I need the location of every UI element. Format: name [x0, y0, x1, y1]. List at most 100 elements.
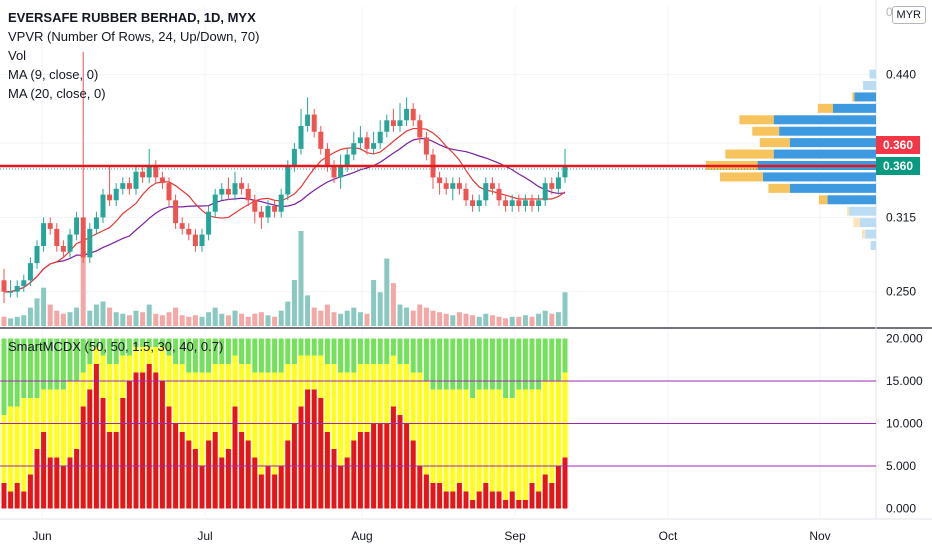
mcdx-red-bar	[14, 483, 20, 509]
mcdx-green-bar	[384, 338, 390, 364]
vpvr-down-row	[853, 218, 860, 228]
mcdx-green-bar	[258, 338, 264, 373]
mcdx-green-bar	[54, 338, 60, 390]
mcdx-green-bar	[166, 338, 172, 356]
volume-bar	[298, 231, 304, 326]
mcdx-green-bar	[509, 338, 515, 398]
mcdx-red-bar	[166, 406, 172, 509]
mcdx-yellow-bar	[522, 389, 528, 509]
candle-body	[173, 200, 179, 224]
candle-body	[67, 234, 73, 252]
currency-badge[interactable]: MYR	[891, 6, 926, 24]
mcdx-red-bar	[483, 483, 489, 509]
volume-bar	[232, 310, 238, 326]
mcdx-red-bar	[331, 449, 337, 509]
volume-bar	[8, 318, 14, 326]
volume-bar	[549, 313, 555, 326]
volume-bar	[463, 313, 469, 326]
volume-bar	[239, 313, 245, 326]
symbol-title[interactable]: EVERSAFE RUBBER BERHAD, 1D, MYX	[8, 10, 256, 25]
mcdx-red-bar	[318, 398, 324, 509]
mcdx-yellow-bar	[21, 398, 27, 509]
volume-bar	[397, 304, 403, 326]
mcdx-red-bar	[21, 491, 27, 509]
mcdx-yellow-bar	[529, 389, 535, 509]
candle-body	[21, 280, 27, 286]
mcdx-green-bar	[173, 338, 179, 364]
mcdx-red-bar	[278, 466, 284, 509]
candle-body	[199, 234, 205, 246]
volume-bar	[536, 313, 542, 326]
mcdx-green-bar	[417, 338, 423, 373]
mcdx-yellow-bar	[338, 372, 344, 509]
mcdx-green-bar	[239, 338, 245, 364]
candle-body	[192, 234, 198, 246]
candle-body	[496, 188, 502, 201]
mcdx-red-bar	[153, 372, 159, 509]
mcdx-green-bar	[47, 338, 53, 390]
mcdx-tick-label: 15.000	[886, 374, 923, 388]
volume-bar	[555, 312, 561, 326]
mcdx-green-bar	[522, 338, 528, 390]
volume-bar	[126, 315, 132, 326]
candle-body	[54, 228, 60, 246]
mcdx-green-bar	[476, 338, 482, 390]
volume-bar	[318, 310, 324, 326]
candle-body	[555, 177, 561, 189]
ma20-line	[4, 137, 566, 293]
volume-bar	[107, 307, 113, 326]
mcdx-green-bar	[549, 338, 555, 381]
volume-bar	[496, 316, 502, 326]
candle-body	[404, 108, 410, 121]
candle-body	[371, 143, 377, 149]
mcdx-yellow-bar	[443, 389, 449, 509]
mcdx-green-bar	[542, 338, 548, 381]
volume-bar	[443, 313, 449, 326]
candle-body	[60, 246, 66, 252]
vpvr-up-row	[869, 69, 876, 79]
indicator-vpvr[interactable]: VPVR (Number Of Rows, 24, Up/Down, 70)	[8, 29, 260, 44]
volume-bar	[285, 301, 291, 326]
mcdx-green-bar	[278, 338, 284, 373]
mcdx-red-bar	[522, 500, 528, 509]
mcdx-green-bar	[371, 338, 377, 364]
mcdx-green-bar	[318, 338, 324, 356]
candle-body	[516, 200, 522, 206]
candle-body	[140, 171, 146, 178]
indicator-ma20[interactable]: MA (20, close, 0)	[8, 86, 106, 101]
candle-body	[107, 194, 113, 201]
mcdx-yellow-bar	[549, 381, 555, 509]
volume-bar	[522, 315, 528, 326]
mcdx-yellow-bar	[192, 372, 198, 509]
mcdx-green-bar	[192, 338, 198, 373]
mcdx-yellow-bar	[285, 364, 291, 509]
mcdx-red-bar	[397, 415, 403, 509]
volume-bar	[27, 307, 33, 326]
mcdx-tick-label: 10.000	[886, 417, 923, 431]
candle-body	[357, 137, 363, 144]
mcdx-yellow-bar	[60, 389, 66, 509]
mcdx-green-bar	[100, 338, 106, 356]
mcdx-yellow-bar	[430, 389, 436, 509]
volume-bar	[351, 307, 357, 326]
mcdx-red-bar	[100, 398, 106, 509]
indicator-ma9[interactable]: MA (9, close, 0)	[8, 67, 99, 82]
mcdx-green-bar	[107, 338, 113, 364]
indicator-vol[interactable]: Vol	[8, 48, 27, 63]
vpvr-down-row	[752, 126, 780, 136]
vpvr-up-row	[865, 229, 876, 239]
volume-bar	[390, 283, 396, 326]
mcdx-green-bar	[377, 338, 383, 364]
candle-body	[456, 183, 462, 189]
mcdx-red-bar	[27, 474, 33, 509]
volume-bar	[159, 315, 165, 326]
volume-bar	[417, 304, 423, 326]
ma9-line	[4, 127, 566, 293]
mcdx-red-bar	[344, 457, 350, 509]
mcdx-red-bar	[212, 432, 218, 509]
last-price-badge-red	[876, 136, 920, 154]
mcdx-green-bar	[87, 338, 93, 364]
smartmcdx-legend[interactable]: SmartMCDX (50, 50, 1.5, 30, 40, 0.7)	[8, 339, 224, 354]
candle-body	[536, 200, 542, 206]
